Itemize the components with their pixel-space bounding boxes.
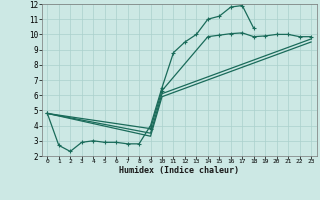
X-axis label: Humidex (Indice chaleur): Humidex (Indice chaleur) (119, 166, 239, 175)
